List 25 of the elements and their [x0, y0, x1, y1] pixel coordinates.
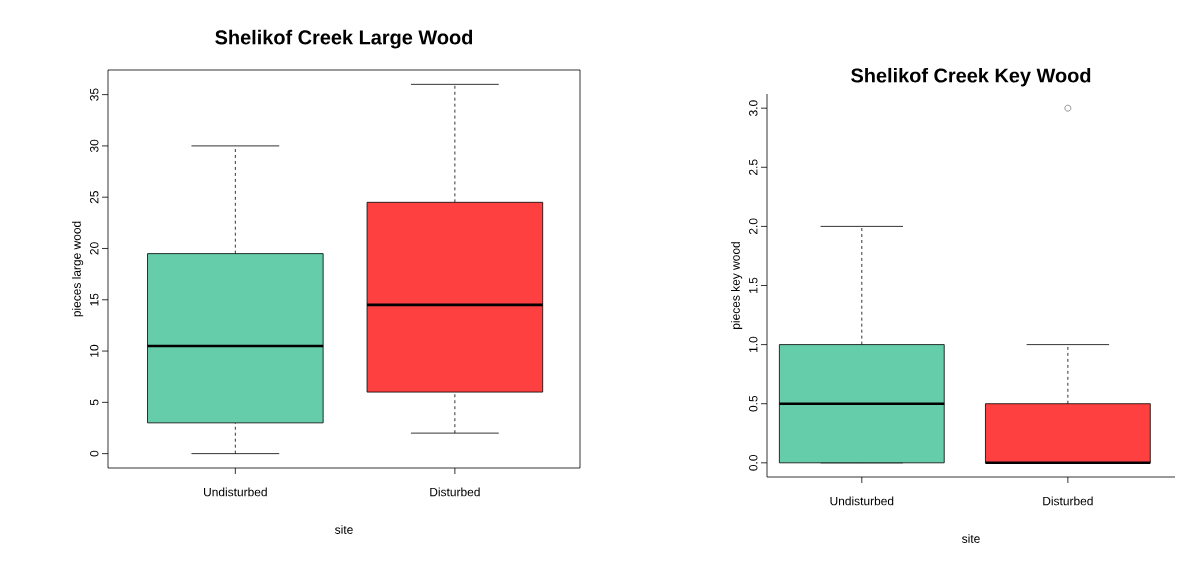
x-tick-label: Undisturbed — [204, 487, 267, 497]
y-tick-label: 20 — [90, 242, 99, 255]
y-tick-label: 0.5 — [749, 395, 758, 412]
x-axis-title: site — [335, 525, 353, 534]
y-tick-label: 10 — [90, 344, 99, 357]
y-tick-label: 15 — [90, 293, 99, 306]
y-axis-title: pieces key wood — [731, 242, 743, 329]
y-tick-label: 5 — [90, 399, 99, 406]
y-tick-label: 2.5 — [749, 159, 758, 175]
chart-title: Shelikof Creek Key Wood — [851, 67, 1091, 87]
y-tick-label: 1.5 — [749, 277, 758, 293]
y-tick-label: 3.0 — [749, 100, 758, 117]
y-tick-label: 0 — [90, 450, 99, 457]
y-tick-label: 25 — [90, 191, 99, 204]
y-tick-label: 1.0 — [749, 336, 758, 352]
y-tick-label: 2.0 — [749, 218, 758, 235]
y-tick-label: 30 — [90, 139, 99, 153]
x-axis-title: site — [962, 534, 980, 543]
x-tick-label: Disturbed — [430, 487, 480, 497]
x-tick-label: Disturbed — [1043, 496, 1093, 506]
y-tick-label: 0.0 — [749, 454, 758, 471]
x-tick-label: Undisturbed — [830, 496, 894, 506]
chart-title: Shelikof Creek Large Wood — [215, 29, 473, 49]
y-axis-title: pieces large wood — [72, 221, 84, 317]
y-tick-label: 35 — [90, 88, 99, 101]
